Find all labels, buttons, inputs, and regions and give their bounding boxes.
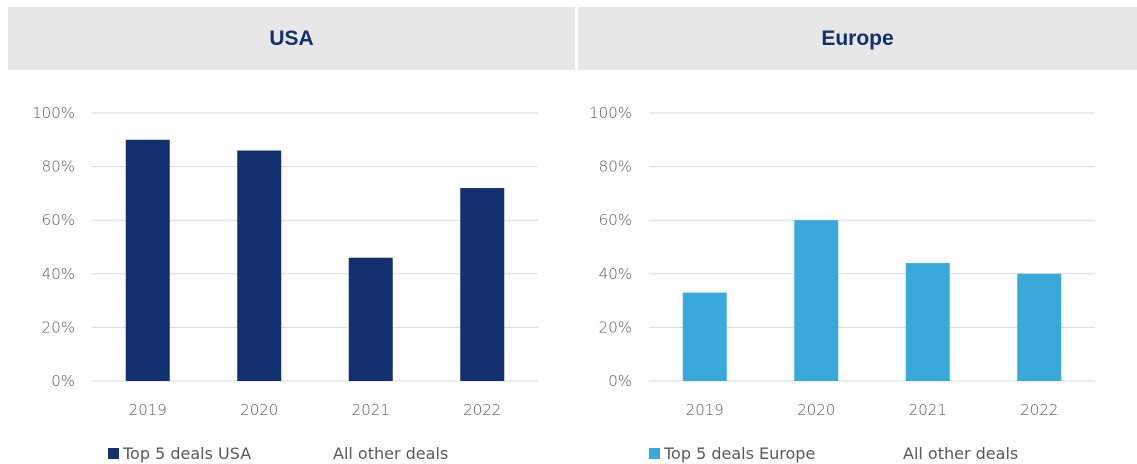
usa-ytick-label: 80% <box>42 158 75 176</box>
usa-ytick-label: 100% <box>32 104 75 122</box>
europe-ytick-label: 60% <box>599 211 632 229</box>
usa-ytick-label: 20% <box>42 318 75 336</box>
usa-xtick-label: 2022 <box>463 401 501 419</box>
europe-xtick-label: 2022 <box>1020 401 1058 419</box>
europe-xtick-label: 2021 <box>909 401 947 419</box>
usa-xtick-label: 2021 <box>352 401 390 419</box>
europe-legend-swatch <box>649 448 660 459</box>
usa-legend-swatch <box>108 448 119 459</box>
europe-bar-2019 <box>682 292 727 381</box>
europe-bar-2022 <box>1017 273 1062 381</box>
europe-bar-2020 <box>794 220 839 381</box>
europe-bar-2021 <box>905 263 950 381</box>
europe-ytick-label: 20% <box>599 318 632 336</box>
europe-bar-chart: 0% 20% 40% 60% 80% 100% 2019 2020 2021 2022 Top 5 … <box>589 104 1095 463</box>
usa-bar-2020 <box>237 150 282 381</box>
usa-ytick-label: 40% <box>42 265 75 283</box>
europe-ytick-label: 0% <box>608 372 632 390</box>
usa-xtick-label: 2020 <box>240 401 278 419</box>
usa-bar-2022 <box>460 188 505 381</box>
usa-xtick-label: 2019 <box>129 401 167 419</box>
europe-panel-title: Europe <box>578 7 1137 70</box>
europe-ytick-label: 40% <box>599 265 632 283</box>
usa-bar-chart: 0% 20% 40% 60% 80% 100% 2019 2020 2021 2022 Top 5 … <box>32 104 538 463</box>
usa-legend-label-other: All other deals <box>333 444 448 463</box>
usa-bar-2019 <box>125 139 170 381</box>
europe-ytick-label: 100% <box>589 104 632 122</box>
europe-xtick-label: 2019 <box>686 401 724 419</box>
usa-panel-title: USA <box>8 7 575 70</box>
usa-bar-2021 <box>348 257 393 381</box>
europe-ytick-label: 80% <box>599 158 632 176</box>
europe-xtick-label: 2020 <box>797 401 835 419</box>
europe-legend-label-other: All other deals <box>903 444 1018 463</box>
usa-legend-label: Top 5 deals USA <box>122 444 251 463</box>
usa-ytick-label: 60% <box>42 211 75 229</box>
usa-ytick-label: 0% <box>51 372 75 390</box>
europe-legend-label: Top 5 deals Europe <box>663 444 815 463</box>
